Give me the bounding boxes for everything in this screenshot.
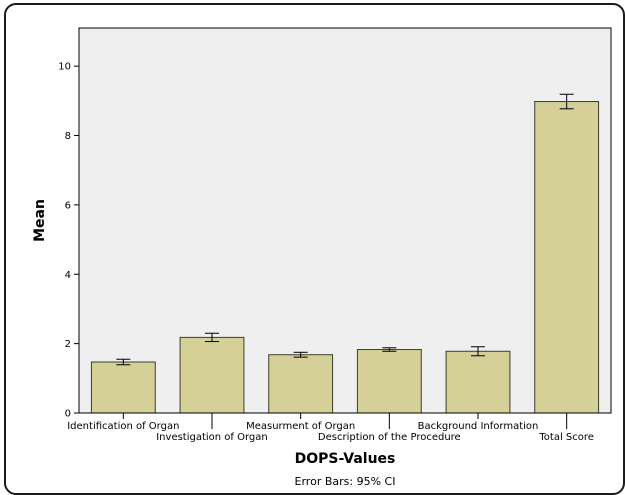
y-axis: 0 2 4 6 8 10 [58, 28, 80, 420]
y-tick-label: 10 [58, 62, 71, 73]
y-tick-label: 4 [65, 270, 71, 281]
bar [268, 354, 334, 414]
y-tick-label: 0 [65, 409, 71, 420]
x-tick-label: Total Score [538, 432, 594, 443]
x-tick-label: Identification of Organ [67, 421, 179, 432]
plot-area [78, 27, 612, 414]
x-tick-label: Background Information [418, 421, 539, 432]
x-tick-label: Description of the Procedure [318, 432, 461, 443]
bar [179, 336, 245, 414]
y-axis-title: Mean [32, 199, 48, 242]
y-tick-label: 2 [65, 339, 71, 350]
x-tick-label: Investigation of Organ [156, 432, 268, 443]
bar [445, 350, 511, 414]
y-tick-label: 8 [65, 131, 71, 142]
y-tick-label: 6 [65, 200, 71, 211]
bar [356, 349, 422, 414]
error-bars-note: Error Bars: 95% CI [295, 475, 396, 488]
x-tick-label: Measurment of Organ [246, 421, 355, 432]
bar [90, 361, 156, 414]
x-axis-title: DOPS-Values [295, 451, 396, 467]
bar [534, 101, 600, 414]
